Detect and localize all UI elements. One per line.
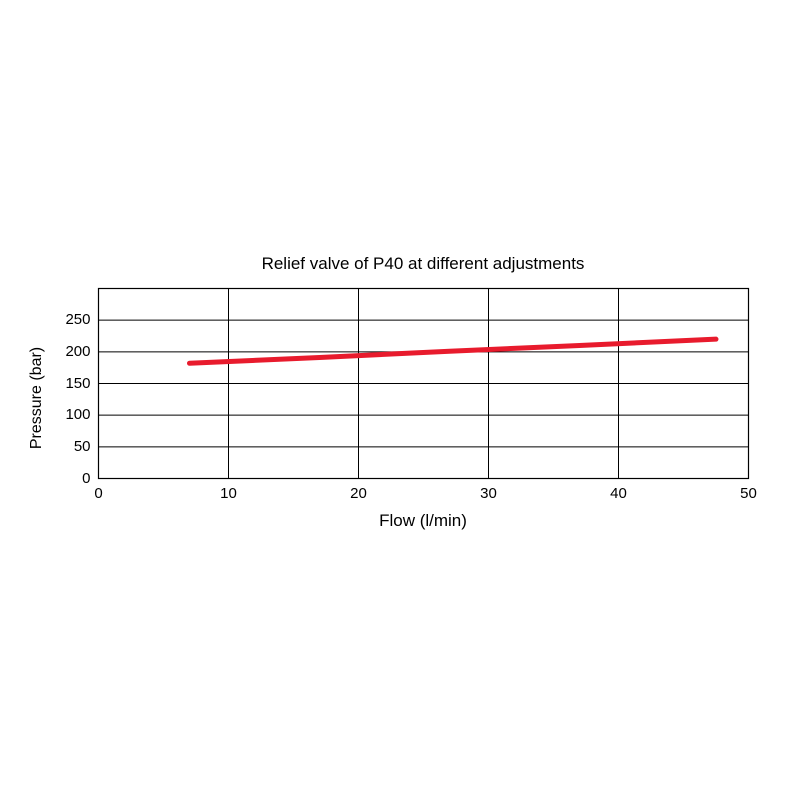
series-line: [187, 336, 719, 366]
y-tick-label: 150: [65, 374, 91, 392]
chart-title: Relief valve of P40 at different adjustm…: [261, 254, 585, 273]
y-tick-label: 0: [82, 469, 91, 487]
y-tick-label: 200: [65, 342, 91, 360]
y-tick-label: 50: [73, 437, 91, 455]
plot-border: [97, 287, 750, 480]
x-tick-label: 20: [350, 484, 367, 502]
x-tick-label: 30: [480, 484, 497, 502]
y-tick-label: 250: [65, 311, 91, 329]
x-tick-label: 50: [740, 484, 757, 502]
y-tick-label: 100: [65, 406, 91, 424]
y-axis-label: Pressure (bar): [28, 346, 45, 450]
x-tick-label: 0: [94, 484, 103, 502]
x-tick-label: 40: [610, 484, 627, 502]
x-tick-label: 10: [220, 484, 237, 502]
x-axis-label: Flow (l/min): [379, 511, 467, 530]
